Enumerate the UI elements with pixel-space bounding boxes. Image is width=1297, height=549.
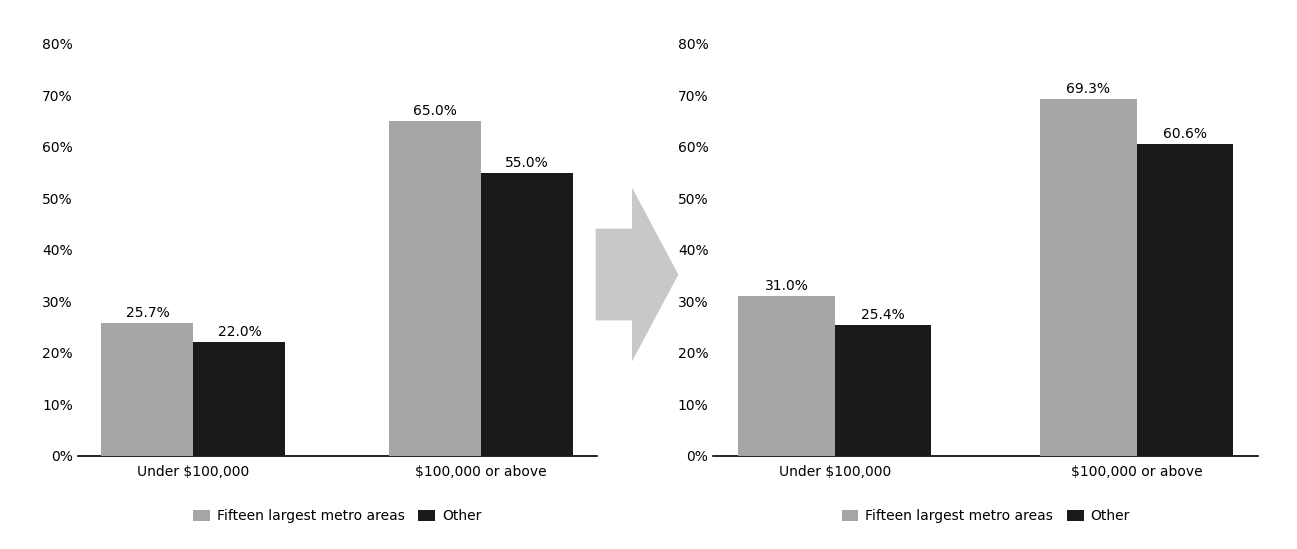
Bar xyxy=(738,296,835,456)
Bar xyxy=(1040,99,1136,456)
Bar xyxy=(481,172,573,456)
Legend: Fifteen largest metro areas, Other: Fifteen largest metro areas, Other xyxy=(837,504,1135,529)
Text: 69.3%: 69.3% xyxy=(1066,82,1110,96)
Text: 25.4%: 25.4% xyxy=(861,308,905,322)
Legend: Fifteen largest metro areas, Other: Fifteen largest metro areas, Other xyxy=(188,504,486,529)
Bar xyxy=(1136,144,1233,456)
Text: 22.0%: 22.0% xyxy=(218,326,261,339)
Text: 31.0%: 31.0% xyxy=(764,279,808,293)
Text: 65.0%: 65.0% xyxy=(412,104,457,118)
Bar xyxy=(193,343,285,456)
Text: 60.6%: 60.6% xyxy=(1163,127,1208,141)
Bar xyxy=(835,325,931,456)
FancyArrow shape xyxy=(595,188,678,361)
Text: 25.7%: 25.7% xyxy=(126,306,170,320)
Bar xyxy=(389,121,481,456)
Bar xyxy=(101,323,193,456)
Text: 55.0%: 55.0% xyxy=(505,155,549,170)
